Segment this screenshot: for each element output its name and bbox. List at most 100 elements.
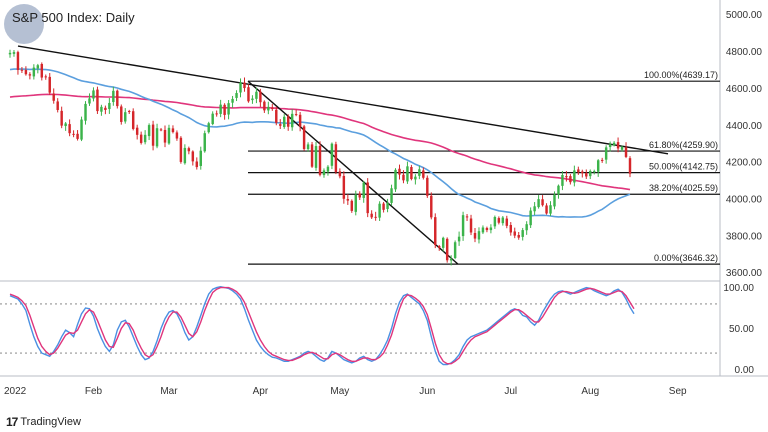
tradingview-brand[interactable]: 17 TradingView xyxy=(6,415,81,429)
candle xyxy=(600,157,604,163)
fibonacci-retracement[interactable]: 100.00%(4639.17) 61.80%(4259.90) 50.00%(41… xyxy=(248,70,720,265)
candle xyxy=(251,95,254,104)
candle xyxy=(88,93,91,106)
fib-swing-line[interactable] xyxy=(247,80,459,265)
candle xyxy=(20,66,24,73)
candle xyxy=(593,169,596,175)
candle xyxy=(449,255,453,266)
candle-body xyxy=(259,91,262,103)
candle-body xyxy=(275,109,278,123)
candle xyxy=(199,146,202,170)
candle-body xyxy=(147,125,151,137)
candle xyxy=(441,236,445,252)
candle-body xyxy=(120,106,123,122)
price-axis[interactable]: 5000.00 4800.00 4600.00 4400.00 4200.00 4000.… xyxy=(726,10,763,279)
candle-body xyxy=(207,123,210,133)
candle-body xyxy=(529,210,532,226)
candle xyxy=(203,130,206,153)
time-tick-label: Jun xyxy=(419,386,435,397)
candle xyxy=(366,178,369,218)
time-axis[interactable]: 2022 Feb Mar Apr May Jun Jul Aug Sep xyxy=(4,386,687,397)
candle xyxy=(334,141,338,175)
candle-body xyxy=(374,216,377,218)
candle xyxy=(286,114,290,131)
candle-body xyxy=(183,147,187,164)
candle-body xyxy=(36,65,40,69)
candle xyxy=(211,111,214,126)
candle xyxy=(80,116,83,142)
candle-body xyxy=(485,227,489,231)
candle xyxy=(171,125,175,134)
candle-body xyxy=(318,145,322,175)
candle xyxy=(112,86,115,106)
candle-body xyxy=(96,89,99,112)
candle xyxy=(104,105,107,115)
candle xyxy=(56,98,59,113)
candle-body xyxy=(56,101,59,110)
candle-body xyxy=(243,82,246,89)
candle-body xyxy=(509,225,512,233)
candle-body xyxy=(195,161,199,168)
candle xyxy=(481,225,485,235)
candle-body xyxy=(593,171,596,173)
candle-body xyxy=(211,113,214,125)
candle-body xyxy=(239,82,242,93)
candle xyxy=(84,101,87,125)
trendlines[interactable] xyxy=(17,45,669,265)
candle xyxy=(533,202,536,216)
candle-body xyxy=(430,195,433,218)
candle-body xyxy=(577,169,580,173)
candle xyxy=(52,88,55,104)
candle-body xyxy=(441,237,445,248)
candle-body xyxy=(163,129,167,143)
candle xyxy=(553,191,556,210)
price-tick-label: 4800.00 xyxy=(726,47,763,58)
candle xyxy=(36,63,40,74)
stochastic-axis[interactable]: 100.00 50.00 0.00 xyxy=(723,283,754,376)
candle xyxy=(60,106,63,129)
candle xyxy=(12,50,16,57)
candle-body xyxy=(573,170,576,183)
candle xyxy=(207,121,210,134)
candle-body xyxy=(151,124,155,146)
candle xyxy=(135,124,139,140)
candle xyxy=(243,77,246,92)
candle-body xyxy=(505,218,509,226)
candle-body xyxy=(501,217,505,224)
candle xyxy=(485,226,489,233)
candle-body xyxy=(16,52,20,70)
candle-body xyxy=(453,242,457,259)
candle xyxy=(537,195,540,209)
candle-body xyxy=(342,175,346,199)
candle xyxy=(48,73,51,95)
candle xyxy=(302,124,306,151)
candle-body xyxy=(465,216,469,218)
descending-trendline[interactable] xyxy=(17,45,669,155)
tradingview-logo-icon: 17 xyxy=(6,415,18,429)
candle xyxy=(453,240,457,260)
candle xyxy=(374,211,377,221)
candle-body xyxy=(231,98,234,103)
candle-body xyxy=(255,91,258,99)
candle-body xyxy=(624,147,628,157)
fib-level-label: 0.00%(3646.32) xyxy=(654,253,718,263)
candle-body xyxy=(521,230,524,237)
candle-body xyxy=(549,205,552,214)
candle xyxy=(28,72,32,80)
candle-body xyxy=(398,168,401,175)
candle-body xyxy=(167,127,171,144)
stochastic-tick-label: 50.00 xyxy=(729,324,754,335)
candle-body xyxy=(604,147,608,160)
candle-body xyxy=(620,146,624,150)
candle-body xyxy=(64,123,67,127)
candle-body xyxy=(235,93,238,98)
candle-body xyxy=(112,90,115,103)
candle xyxy=(68,119,71,137)
candle xyxy=(227,100,230,120)
time-tick-label: May xyxy=(330,386,349,397)
candle xyxy=(585,169,588,179)
candle xyxy=(418,165,421,180)
candle-body xyxy=(203,133,206,152)
